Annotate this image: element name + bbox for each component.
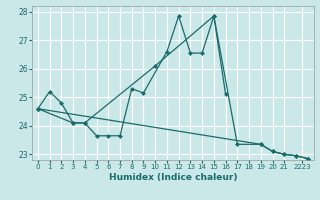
X-axis label: Humidex (Indice chaleur): Humidex (Indice chaleur): [108, 173, 237, 182]
